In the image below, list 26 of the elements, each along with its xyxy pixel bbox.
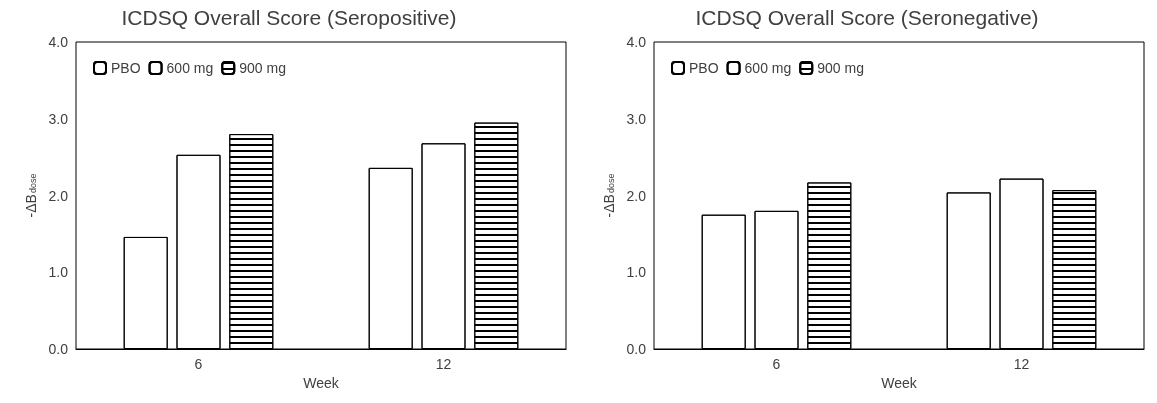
y-axis-title: -ΔBdose bbox=[22, 173, 39, 218]
legend-label: 900 mg bbox=[817, 60, 864, 76]
y-tick-label: 0.0 bbox=[626, 341, 647, 357]
y-tick-label: 0.0 bbox=[48, 341, 69, 357]
x-tick-label: 6 bbox=[772, 356, 781, 372]
legend-label: 900 mg bbox=[239, 60, 286, 76]
x-tick-label: 6 bbox=[194, 356, 203, 372]
chart-title: ICDSQ Overall Score (Seropositive) bbox=[121, 6, 457, 29]
y-tick-label: 2.0 bbox=[48, 187, 69, 204]
legend-label: PBO bbox=[689, 60, 719, 76]
x-tick-label: 12 bbox=[435, 356, 452, 372]
y-tick-label: 3.0 bbox=[48, 110, 69, 127]
legend-label: 600 mg bbox=[166, 60, 214, 76]
chart-title: ICDSQ Overall Score (Seronegative) bbox=[695, 6, 1039, 29]
x-axis-title: Week bbox=[881, 374, 918, 391]
y-axis-title: -ΔBdose bbox=[600, 173, 617, 218]
y-tick-label: 1.0 bbox=[48, 264, 69, 281]
y-tick-label: 3.0 bbox=[626, 110, 647, 127]
y-tick-label: 4.0 bbox=[626, 34, 647, 50]
x-tick-label: 12 bbox=[1013, 356, 1030, 372]
y-tick-label: 2.0 bbox=[626, 187, 647, 204]
legend-label: PBO bbox=[111, 60, 141, 76]
legend-label: 600 mg bbox=[744, 60, 792, 76]
x-axis-title: Week bbox=[303, 374, 340, 391]
y-tick-label: 1.0 bbox=[626, 264, 647, 281]
y-tick-label: 4.0 bbox=[48, 34, 69, 50]
